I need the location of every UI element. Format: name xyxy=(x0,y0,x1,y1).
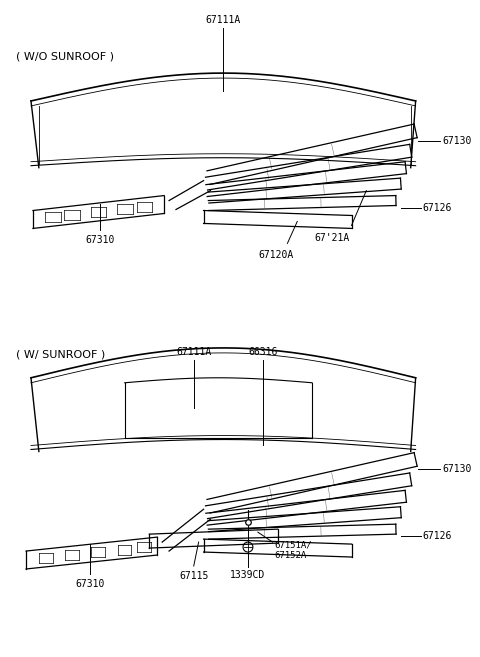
Text: 67126: 67126 xyxy=(422,202,452,212)
Text: 67'21A: 67'21A xyxy=(314,233,349,243)
Text: 67130: 67130 xyxy=(442,136,472,146)
Text: 67126: 67126 xyxy=(422,531,452,541)
Text: 67120A: 67120A xyxy=(258,250,293,260)
Text: ( W/O SUNROOF ): ( W/O SUNROOF ) xyxy=(16,51,114,61)
Text: 67310: 67310 xyxy=(75,579,105,589)
Text: 67111A: 67111A xyxy=(206,15,241,25)
Text: 67111A: 67111A xyxy=(176,347,211,357)
Text: 67115: 67115 xyxy=(179,571,208,581)
Text: 1339CD: 1339CD xyxy=(230,570,265,580)
Text: ( W/ SUNROOF ): ( W/ SUNROOF ) xyxy=(16,350,106,360)
Text: 66316: 66316 xyxy=(248,347,277,357)
Text: 67310: 67310 xyxy=(85,235,115,246)
Text: 67151A/
67152A: 67151A/ 67152A xyxy=(275,540,312,560)
Text: 67130: 67130 xyxy=(442,464,472,474)
